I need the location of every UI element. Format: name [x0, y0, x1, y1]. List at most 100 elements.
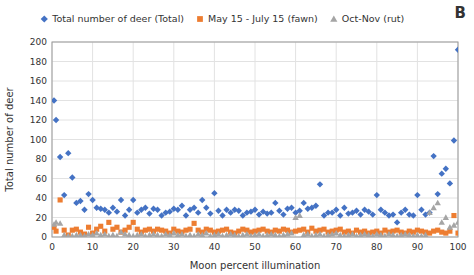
point	[280, 211, 286, 217]
point	[422, 232, 428, 237]
data-points	[52, 47, 458, 237]
point	[215, 207, 221, 213]
point	[93, 230, 99, 236]
point	[402, 207, 408, 213]
point	[203, 230, 209, 236]
point	[435, 200, 441, 206]
legend-item: Oct-Nov (rut)	[330, 13, 404, 24]
point	[236, 207, 242, 213]
point	[58, 197, 63, 202]
point	[179, 231, 185, 237]
point	[154, 207, 160, 213]
point	[199, 197, 205, 203]
y-grid-line	[52, 178, 458, 179]
point	[374, 192, 380, 198]
plot-frame	[52, 42, 458, 237]
chart: 0102030405060708090100020406080100120140…	[0, 0, 474, 275]
y-tick-label: 200	[30, 37, 47, 47]
point	[118, 197, 124, 203]
point	[349, 231, 355, 237]
point	[418, 207, 424, 213]
y-tick-label: 100	[30, 135, 47, 145]
point	[455, 47, 458, 53]
point	[439, 170, 445, 176]
point	[98, 224, 103, 229]
point	[394, 219, 400, 225]
point	[244, 231, 250, 237]
point	[426, 209, 432, 215]
point	[81, 207, 87, 213]
point	[89, 197, 95, 203]
legend-item: May 15 - July 15 (fawn)	[197, 13, 318, 24]
point	[114, 208, 120, 214]
x-tick-label: 0	[49, 242, 55, 252]
point	[256, 231, 262, 237]
y-tick-label: 80	[36, 154, 48, 164]
point	[207, 210, 213, 216]
point	[215, 231, 221, 237]
point	[195, 209, 201, 215]
point	[52, 97, 57, 103]
legend-label: May 15 - July 15 (fawn)	[208, 13, 318, 24]
y-axis-label: Total number of deer	[4, 86, 15, 192]
point	[138, 231, 144, 237]
y-tick-label: 160	[30, 76, 47, 86]
point	[288, 205, 294, 211]
point	[276, 207, 282, 213]
x-tick-label: 60	[290, 242, 302, 252]
point	[53, 117, 59, 123]
y-tick-label: 60	[36, 174, 48, 184]
point	[455, 231, 458, 236]
x-tick-label: 40	[209, 242, 221, 252]
point	[127, 225, 132, 230]
point	[443, 214, 449, 220]
panel-annotation: B	[455, 4, 466, 22]
point	[192, 221, 197, 226]
y-grid-line	[52, 159, 458, 160]
point	[86, 225, 91, 230]
legend-item: Total number of deer (Total)	[41, 13, 184, 24]
point	[106, 220, 111, 225]
point	[451, 137, 457, 143]
point	[390, 211, 396, 217]
point	[219, 212, 225, 218]
y-tick-label: 40	[36, 193, 48, 203]
point	[85, 191, 91, 197]
grid	[52, 42, 458, 237]
x-tick-label: 10	[87, 242, 99, 252]
point	[439, 219, 445, 225]
point	[126, 207, 132, 213]
point	[313, 203, 319, 209]
point	[69, 174, 75, 180]
x-tick-label: 30	[168, 242, 180, 252]
point	[146, 210, 152, 216]
x-tick-label: 90	[412, 242, 424, 252]
point	[171, 230, 177, 236]
point	[66, 232, 71, 237]
point	[183, 212, 189, 218]
x-tick-label: 70	[330, 242, 342, 252]
y-grid-line	[52, 139, 458, 140]
x-tick-label: 80	[371, 242, 383, 252]
point	[114, 225, 119, 230]
legend-label: Total number of deer (Total)	[51, 13, 184, 24]
point	[426, 209, 432, 215]
y-tick-label: 180	[30, 57, 47, 67]
y-grid-line	[52, 81, 458, 82]
y-grid-line	[52, 100, 458, 101]
point	[57, 154, 63, 160]
point	[179, 203, 185, 209]
y-tick-label: 20	[36, 213, 48, 223]
point	[203, 205, 209, 211]
point	[447, 180, 453, 186]
legend-label: Oct-Nov (rut)	[342, 13, 404, 24]
point	[187, 227, 192, 232]
series-1	[52, 197, 458, 237]
point	[118, 229, 124, 235]
point	[175, 207, 181, 213]
series-2	[52, 200, 458, 237]
point	[102, 231, 108, 237]
point	[430, 153, 436, 159]
x-tick-label: 50	[249, 242, 261, 252]
point	[131, 220, 136, 225]
